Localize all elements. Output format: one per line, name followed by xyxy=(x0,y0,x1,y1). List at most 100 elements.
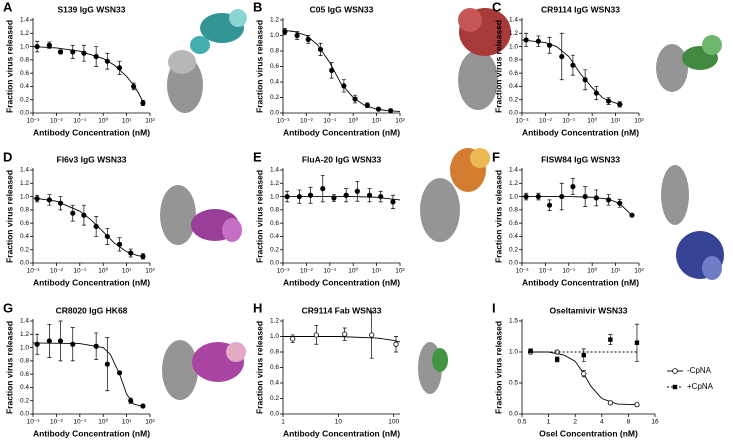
panel-title: FluA-20 IgG WSN33 xyxy=(302,154,382,164)
x-tick-label: 10² xyxy=(395,118,405,125)
y-tick-label: 1.2 xyxy=(20,331,29,338)
data-point xyxy=(546,42,553,48)
x-axis-label: Antibody Concentration (nM) xyxy=(522,277,639,287)
data-point xyxy=(131,83,137,90)
panel: C CR9114 IgG WSN33 Antibody Concentration … xyxy=(492,0,645,137)
legend-marker xyxy=(672,368,678,374)
data-point xyxy=(593,90,599,96)
data-point xyxy=(140,100,146,106)
y-tick-label: 1.4 xyxy=(509,167,518,174)
x-axis-label: Antibody Concentration (nM) xyxy=(283,277,400,287)
data-point xyxy=(296,193,302,200)
data-point xyxy=(607,400,613,406)
y-tick-label: 0.6 xyxy=(270,220,279,227)
data-point xyxy=(341,83,347,89)
panel: D FI6v3 IgG WSN33 Antibody Concentration (… xyxy=(3,149,156,287)
y-tick-label: 0.4 xyxy=(20,233,29,240)
y-axis-label: Fraction virus released xyxy=(254,170,264,263)
panel-letter: E xyxy=(253,149,262,164)
y-tick-label: 0.2 xyxy=(270,395,279,402)
x-tick-label: 10⁻¹ xyxy=(562,268,576,275)
y-tick-label: 0.2 xyxy=(270,94,279,101)
data-point xyxy=(617,101,623,107)
y-tick-label: 1.0 xyxy=(509,349,518,356)
data-point xyxy=(608,337,613,342)
y-tick-label: 1.2 xyxy=(270,180,279,187)
panel-letter: D xyxy=(3,149,12,164)
data-point xyxy=(352,96,358,102)
y-tick-label: 0.8 xyxy=(20,358,29,365)
y-tick-label: 0.0 xyxy=(270,411,279,418)
data-point xyxy=(104,233,110,240)
data-point xyxy=(282,29,288,35)
y-tick-label: 1.4 xyxy=(270,167,279,174)
data-point xyxy=(581,352,586,358)
data-point xyxy=(57,338,64,344)
data-point xyxy=(535,193,541,200)
y-tick-label: 0.2 xyxy=(509,96,518,103)
data-point xyxy=(70,341,76,347)
y-tick-label: 1.0 xyxy=(270,333,279,340)
panel: H CR9114 Fab WSN33 Antibody Concentration … xyxy=(253,300,400,438)
data-point xyxy=(46,42,52,48)
x-axis-label: Antibody Concentration (nM) xyxy=(283,428,400,438)
y-tick-label: 1.4 xyxy=(509,17,518,24)
data-point xyxy=(634,402,640,408)
data-point xyxy=(284,193,290,200)
y-tick-label: 0.6 xyxy=(20,70,29,77)
legend-label: +CpNA xyxy=(687,382,714,391)
y-tick-label: 1.2 xyxy=(270,17,279,24)
y-tick-label: 1.4 xyxy=(20,167,29,174)
y-axis-label: Fraction virus released xyxy=(493,20,503,113)
data-point xyxy=(375,106,382,112)
y-tick-label: 0.2 xyxy=(270,246,279,253)
x-tick-label: 100 xyxy=(388,419,399,426)
data-point xyxy=(34,341,40,347)
y-tick-label: 1.4 xyxy=(20,17,29,24)
data-point xyxy=(294,32,300,39)
data-point xyxy=(559,193,565,200)
x-tick-label: 10⁰ xyxy=(98,267,108,275)
y-tick-label: 0.6 xyxy=(270,63,279,70)
fit-curve xyxy=(282,29,401,112)
y-tick-label: 0.4 xyxy=(270,380,279,387)
data-point xyxy=(570,62,576,68)
data-point xyxy=(34,43,40,50)
panel-title: FISW84 IgG WSN33 xyxy=(541,154,620,164)
data-point xyxy=(104,361,110,367)
data-point xyxy=(354,188,360,194)
y-tick-label: 0.6 xyxy=(20,371,29,378)
y-tick-label: 1.0 xyxy=(20,344,29,351)
y-tick-label: 0.6 xyxy=(20,220,29,227)
data-point xyxy=(634,340,640,345)
x-tick-label: 10⁻¹ xyxy=(73,118,87,125)
data-point xyxy=(528,348,533,353)
data-point xyxy=(116,65,123,71)
x-tick-label: 10⁻³ xyxy=(27,268,41,275)
y-tick-label: 0.8 xyxy=(270,349,279,356)
y-tick-label: 1.0 xyxy=(20,193,29,200)
y-tick-label: 1.0 xyxy=(509,193,518,200)
data-point xyxy=(554,357,560,362)
panel-title: CR8020 IgG HK68 xyxy=(56,305,128,315)
y-tick-label: 1.0 xyxy=(270,32,279,39)
data-point xyxy=(331,195,337,201)
x-tick-label: 4 xyxy=(600,419,604,426)
data-point xyxy=(70,210,76,216)
y-tick-label: 0.0 xyxy=(509,260,518,267)
x-tick-label: 10⁰ xyxy=(348,117,358,125)
y-axis-label: Fraction virus released xyxy=(4,170,14,263)
data-point xyxy=(307,192,314,198)
fit-curve xyxy=(32,46,144,102)
panel: B C05 IgG WSN33 Antibody Concentration (nM… xyxy=(253,0,406,137)
panel-title: S139 IgG WSN33 xyxy=(57,4,125,14)
y-axis-label: Fraction virus released xyxy=(493,170,503,263)
data-point xyxy=(523,193,529,200)
y-tick-label: 0.2 xyxy=(20,397,29,404)
data-point xyxy=(46,338,52,344)
data-point xyxy=(593,195,599,201)
y-tick-label: 0.0 xyxy=(509,110,518,117)
x-tick-label: 10¹ xyxy=(122,268,132,275)
data-point xyxy=(378,193,384,200)
